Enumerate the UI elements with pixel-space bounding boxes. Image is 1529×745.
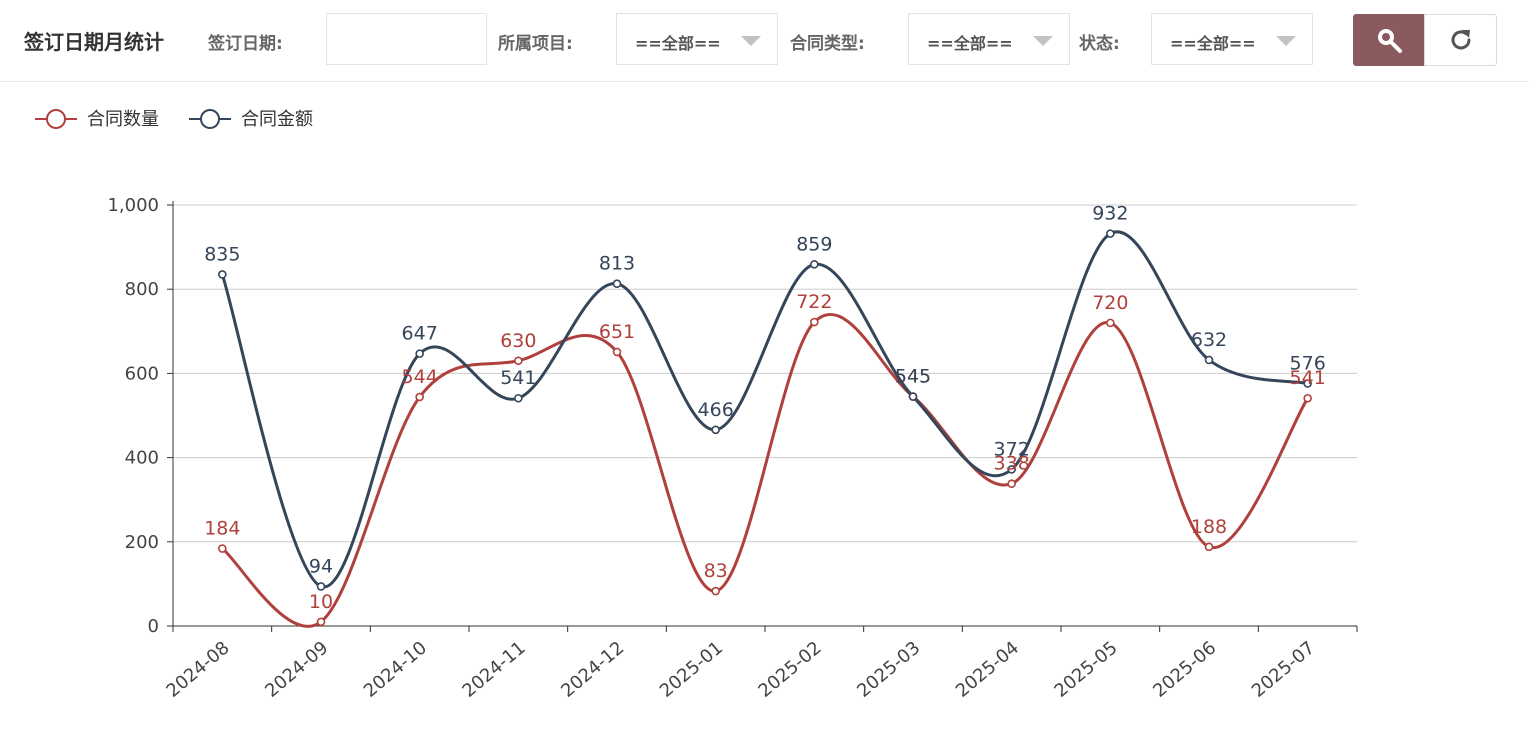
project-select-value: ==全部== bbox=[635, 34, 721, 53]
data-label: 372 bbox=[994, 438, 1030, 460]
legend-item-count[interactable]: 合同数量 bbox=[35, 109, 159, 130]
x-tick-label: 2025-02 bbox=[755, 637, 826, 701]
data-label: 859 bbox=[796, 233, 832, 255]
y-tick-label: 600 bbox=[125, 363, 159, 384]
data-labels: 184 10 544 630 651 83 722 545 338 720 188 541 835 94 6… bbox=[204, 203, 1326, 613]
date-input[interactable] bbox=[326, 13, 487, 65]
data-label: 722 bbox=[796, 291, 832, 313]
data-point bbox=[1106, 229, 1115, 238]
data-point bbox=[711, 425, 720, 435]
legend-count-marker bbox=[46, 109, 66, 129]
project-select[interactable]: ==全部== bbox=[616, 13, 778, 65]
data-label: 545 bbox=[895, 366, 931, 388]
x-tick-label: 2025-05 bbox=[1051, 637, 1122, 701]
data-label: 932 bbox=[1092, 203, 1128, 225]
data-point bbox=[612, 279, 622, 289]
chevron-down-icon bbox=[1033, 36, 1053, 46]
x-tick-label: 2025-07 bbox=[1248, 637, 1319, 701]
data-point bbox=[908, 392, 918, 401]
x-tick-label: 2024-10 bbox=[360, 637, 431, 701]
search-icon bbox=[1378, 29, 1402, 53]
x-tick-label: 2024-12 bbox=[557, 637, 628, 701]
status-select-value: ==全部== bbox=[1170, 34, 1256, 53]
page-title: 签订日期月统计 bbox=[24, 30, 164, 54]
data-label: 647 bbox=[402, 323, 438, 345]
refresh-button[interactable] bbox=[1424, 14, 1497, 66]
x-tick-label: 2025-06 bbox=[1149, 637, 1220, 701]
legend-item-amount[interactable]: 合同金额 bbox=[189, 109, 313, 130]
data-point bbox=[316, 582, 326, 591]
data-label: 94 bbox=[309, 555, 333, 577]
legend-count-label: 合同数量 bbox=[87, 109, 159, 130]
x-tick-label: 2025-01 bbox=[656, 637, 727, 701]
refresh-icon bbox=[1451, 30, 1470, 50]
data-point bbox=[1204, 355, 1214, 365]
data-point bbox=[218, 270, 227, 279]
series-line-amount bbox=[220, 230, 1309, 589]
data-label: 83 bbox=[704, 560, 728, 582]
chevron-down-icon bbox=[741, 36, 761, 46]
data-label: 545 bbox=[895, 366, 931, 388]
project-filter-label: 所属项目: bbox=[498, 34, 573, 54]
data-point bbox=[415, 349, 424, 358]
data-point bbox=[1303, 379, 1312, 388]
data-point bbox=[1303, 393, 1312, 403]
chevron-down-icon bbox=[1276, 36, 1296, 46]
data-label: 544 bbox=[402, 366, 438, 388]
type-filter-label: 合同类型: bbox=[790, 34, 865, 54]
data-point bbox=[1007, 465, 1016, 474]
data-label: 630 bbox=[500, 330, 536, 352]
y-tick-label: 0 bbox=[148, 616, 159, 637]
grid-lines bbox=[173, 204, 1357, 543]
legend-amount-marker bbox=[200, 109, 220, 129]
data-label: 541 bbox=[500, 367, 536, 389]
data-point bbox=[1007, 479, 1016, 489]
data-point bbox=[1204, 542, 1214, 552]
line-chart: 合同数量 合同金额 0 200 400 600 800 1,000 2024-08 2024-… bbox=[35, 109, 1358, 702]
y-tick-label: 1,000 bbox=[107, 195, 159, 216]
legend-amount-label: 合同金额 bbox=[241, 109, 313, 130]
data-point bbox=[1106, 318, 1115, 328]
status-select[interactable]: ==全部== bbox=[1151, 13, 1313, 65]
data-point bbox=[711, 586, 720, 596]
data-point bbox=[218, 544, 227, 553]
data-label: 338 bbox=[994, 453, 1030, 475]
chart-axes: 0 200 400 600 800 1,000 2024-08 2024-09 2024-10 2… bbox=[107, 195, 1358, 702]
y-tick-label: 800 bbox=[125, 279, 159, 300]
data-label: 813 bbox=[599, 253, 635, 275]
data-label: 188 bbox=[1191, 516, 1227, 538]
data-label: 835 bbox=[204, 243, 240, 265]
x-tick-label: 2025-04 bbox=[952, 637, 1023, 701]
x-tick-label: 2024-08 bbox=[163, 637, 234, 701]
data-label: 632 bbox=[1191, 329, 1227, 351]
data-point bbox=[514, 393, 523, 403]
data-label: 720 bbox=[1092, 292, 1128, 314]
status-filter-label: 状态: bbox=[1079, 34, 1120, 54]
data-point bbox=[415, 392, 424, 402]
data-point bbox=[316, 617, 326, 627]
data-point bbox=[810, 317, 819, 327]
data-point bbox=[810, 260, 819, 269]
data-label: 184 bbox=[204, 518, 240, 540]
chart-legend: 合同数量 合同金额 bbox=[35, 109, 313, 130]
x-tick-label: 2025-03 bbox=[853, 637, 924, 701]
y-tick-label: 200 bbox=[125, 532, 159, 553]
data-label: 651 bbox=[599, 321, 635, 343]
data-label: 10 bbox=[309, 591, 333, 613]
search-button[interactable] bbox=[1353, 14, 1425, 66]
date-filter-label: 签订日期: bbox=[208, 34, 283, 54]
data-point bbox=[514, 356, 523, 366]
y-tick-label: 400 bbox=[125, 448, 159, 469]
series-line-count bbox=[221, 313, 1309, 628]
data-point bbox=[612, 347, 622, 357]
chart-series bbox=[218, 229, 1312, 628]
type-select[interactable]: ==全部== bbox=[908, 13, 1070, 65]
data-label: 466 bbox=[698, 399, 734, 421]
x-tick-label: 2024-11 bbox=[459, 637, 530, 701]
data-label: 576 bbox=[1290, 353, 1326, 375]
filter-toolbar: 签订日期月统计 签订日期: 所属项目: ==全部== 合同类型: ==全部== … bbox=[0, 0, 1529, 82]
type-select-value: ==全部== bbox=[927, 34, 1013, 53]
data-label: 541 bbox=[1290, 367, 1326, 389]
x-tick-label: 2024-09 bbox=[261, 637, 332, 701]
